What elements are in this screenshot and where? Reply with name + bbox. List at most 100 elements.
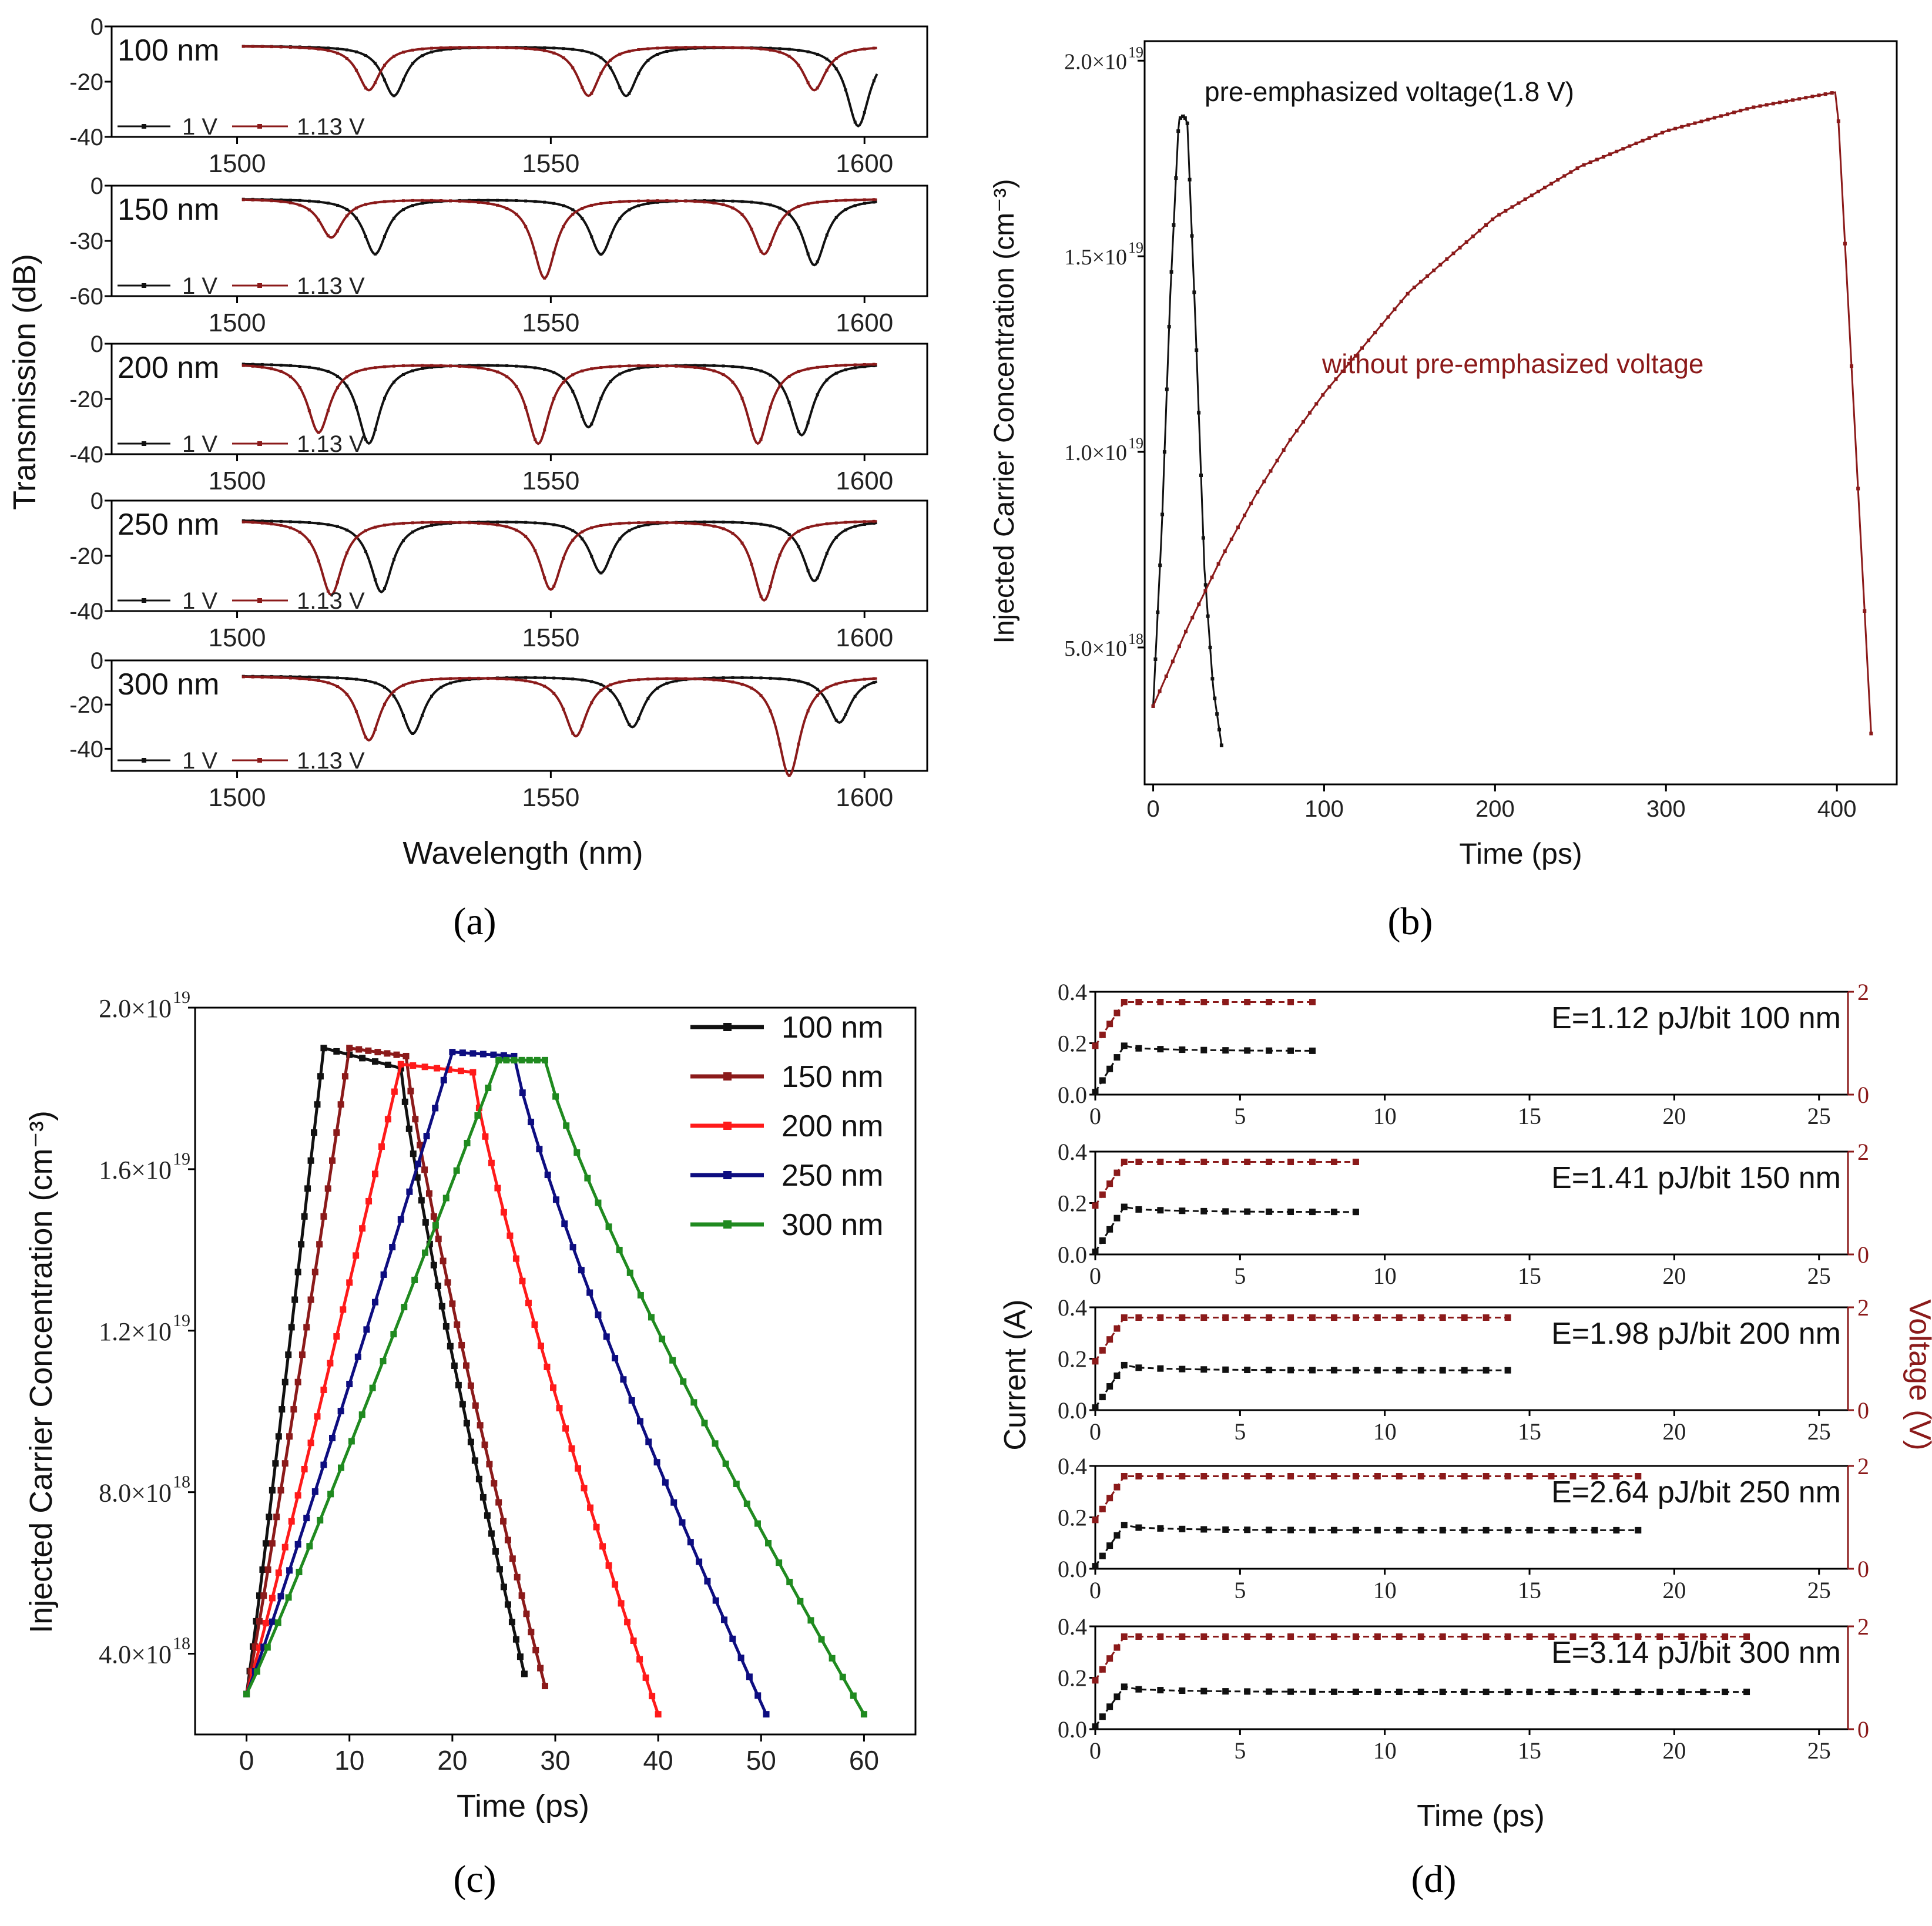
series-113v-line-marker xyxy=(411,199,414,202)
series-current-marker xyxy=(1099,1713,1106,1720)
series-voltage-marker xyxy=(1121,1473,1128,1479)
series-113v-line-marker xyxy=(769,243,772,246)
x-tick-label: 0 xyxy=(1146,796,1159,822)
x-tick-label: 25 xyxy=(1807,1263,1831,1289)
series-300-nm-line-marker xyxy=(605,1223,612,1230)
series-150-nm-line-marker xyxy=(277,1487,284,1494)
series-113v-line-marker xyxy=(524,406,528,410)
series-voltage-line xyxy=(1094,1161,1356,1206)
series-300-nm-line-marker xyxy=(464,1139,471,1146)
y-tick-label: -40 xyxy=(69,442,103,468)
series-113v-line-marker xyxy=(665,46,669,49)
series-without-pre-emphasis-line-marker xyxy=(1699,119,1703,123)
series-113v-line-marker xyxy=(251,521,254,524)
energy-per-bit-label: E=2.64 pJ/bit 250 nm xyxy=(1551,1475,1841,1509)
series-1v-line-marker xyxy=(656,686,659,690)
series-100-nm-line-marker xyxy=(317,1073,324,1080)
series-100-nm-line-marker xyxy=(479,1494,487,1501)
series-113v-line-marker xyxy=(279,45,283,49)
series-1v-line-marker xyxy=(515,364,518,368)
series-current-marker xyxy=(1266,1047,1273,1054)
series-voltage-marker xyxy=(1121,1159,1128,1165)
series-1v-line-marker xyxy=(712,676,716,680)
series-113v-line-marker xyxy=(872,519,876,523)
series-200-nm-line-marker xyxy=(262,1620,269,1627)
series-113v-line-marker xyxy=(787,774,791,777)
series-voltage-marker xyxy=(1548,1633,1555,1640)
series-113v-line-marker xyxy=(712,369,716,373)
series-current-marker xyxy=(1135,1045,1142,1052)
series-1v-line-marker xyxy=(581,415,584,418)
series-without-pre-emphasis-line-marker xyxy=(1373,330,1377,334)
series-1v-line-marker xyxy=(298,199,301,202)
series-voltage-marker xyxy=(1439,1473,1446,1479)
series-without-pre-emphasis-line-marker xyxy=(1856,486,1860,491)
series-100-nm-line-marker xyxy=(384,1061,391,1068)
x-tick-label: 15 xyxy=(1518,1418,1541,1445)
series-current-marker xyxy=(1266,1688,1273,1695)
series-100-nm-line-marker xyxy=(259,1566,266,1573)
series-voltage-marker xyxy=(1309,1633,1316,1640)
series-current-marker xyxy=(1113,1693,1121,1700)
series-113v-line-marker xyxy=(383,524,386,527)
series-150-nm-line-marker xyxy=(341,1073,348,1080)
plot-frame xyxy=(1143,40,1898,786)
series-1v-line-marker xyxy=(816,393,819,397)
series-113v-line-marker xyxy=(270,522,273,526)
series-current-marker xyxy=(1200,1526,1208,1533)
series-113v-line-marker xyxy=(750,562,753,566)
series-113v-line-marker xyxy=(543,276,546,280)
series-300-nm-line-marker xyxy=(296,1568,303,1575)
series-voltage-marker xyxy=(1200,1314,1208,1321)
series-1v-line-marker xyxy=(430,50,434,53)
series-1v-line-marker xyxy=(740,200,744,203)
legend-marker xyxy=(723,1023,732,1031)
series-113v-line-marker xyxy=(853,363,857,367)
annotation-without-pre-emphasis: without pre-emphasized voltage xyxy=(1321,348,1703,379)
series-current-marker xyxy=(1200,1046,1208,1053)
series-300-nm-line-marker xyxy=(659,1336,666,1343)
y-tick-label: 5.0×10 xyxy=(1064,636,1127,661)
series-113v-line-marker xyxy=(468,676,471,680)
series-1v-line-marker xyxy=(383,686,386,689)
series-voltage-marker xyxy=(1244,1159,1251,1165)
series-voltage-marker xyxy=(1678,1633,1685,1640)
series-without-pre-emphasis-line-marker xyxy=(1869,732,1873,736)
series-250-nm-line-marker xyxy=(337,1408,344,1415)
series-1v-line-marker xyxy=(703,520,706,524)
series-voltage-marker xyxy=(1113,1009,1121,1016)
series-voltage-marker xyxy=(1135,1633,1142,1640)
x-axis-title: Wavelength (nm) xyxy=(402,836,643,871)
series-without-pre-emphasis-line-marker xyxy=(1804,96,1808,100)
series-113v-line-marker xyxy=(354,206,358,210)
series-150-nm-line-marker xyxy=(440,1257,447,1264)
x-tick-label: 1600 xyxy=(836,623,893,652)
series-without-pre-emphasis-line-marker xyxy=(1712,116,1716,120)
series-current-marker xyxy=(1092,1089,1099,1096)
series-250-nm-line-marker xyxy=(511,1052,518,1059)
series-1v-line-marker xyxy=(675,48,678,52)
series-current-marker xyxy=(1548,1689,1555,1696)
series-113v-line-marker xyxy=(421,199,424,202)
series-250-nm-line-marker xyxy=(500,1052,507,1059)
series-100-nm-line-marker xyxy=(314,1101,321,1108)
series-250-nm-line-marker xyxy=(354,1353,361,1360)
series-1v-line-marker xyxy=(449,681,452,684)
series-150-nm-line-marker xyxy=(486,1461,493,1468)
series-1v-line-marker xyxy=(646,523,650,526)
series-current-marker xyxy=(1548,1526,1555,1534)
series-113v-line-marker xyxy=(298,386,301,390)
series-200-nm-line-marker xyxy=(636,1656,643,1663)
series-without-pre-emphasis-line-marker xyxy=(1197,602,1201,606)
series-voltage-marker xyxy=(1266,1633,1273,1640)
series-113v-line-marker xyxy=(581,86,584,89)
series-without-pre-emphasis-line-marker xyxy=(1575,166,1579,170)
series-113v-line-marker xyxy=(534,681,537,684)
series-113v-line-marker xyxy=(816,200,819,204)
series-1v-line-marker xyxy=(787,48,791,51)
series-without-pre-emphasis-line-marker xyxy=(1850,364,1854,368)
series-113v-line-marker xyxy=(440,199,443,202)
series-current-marker xyxy=(1099,1552,1106,1559)
series-voltage-marker xyxy=(1092,1358,1099,1365)
